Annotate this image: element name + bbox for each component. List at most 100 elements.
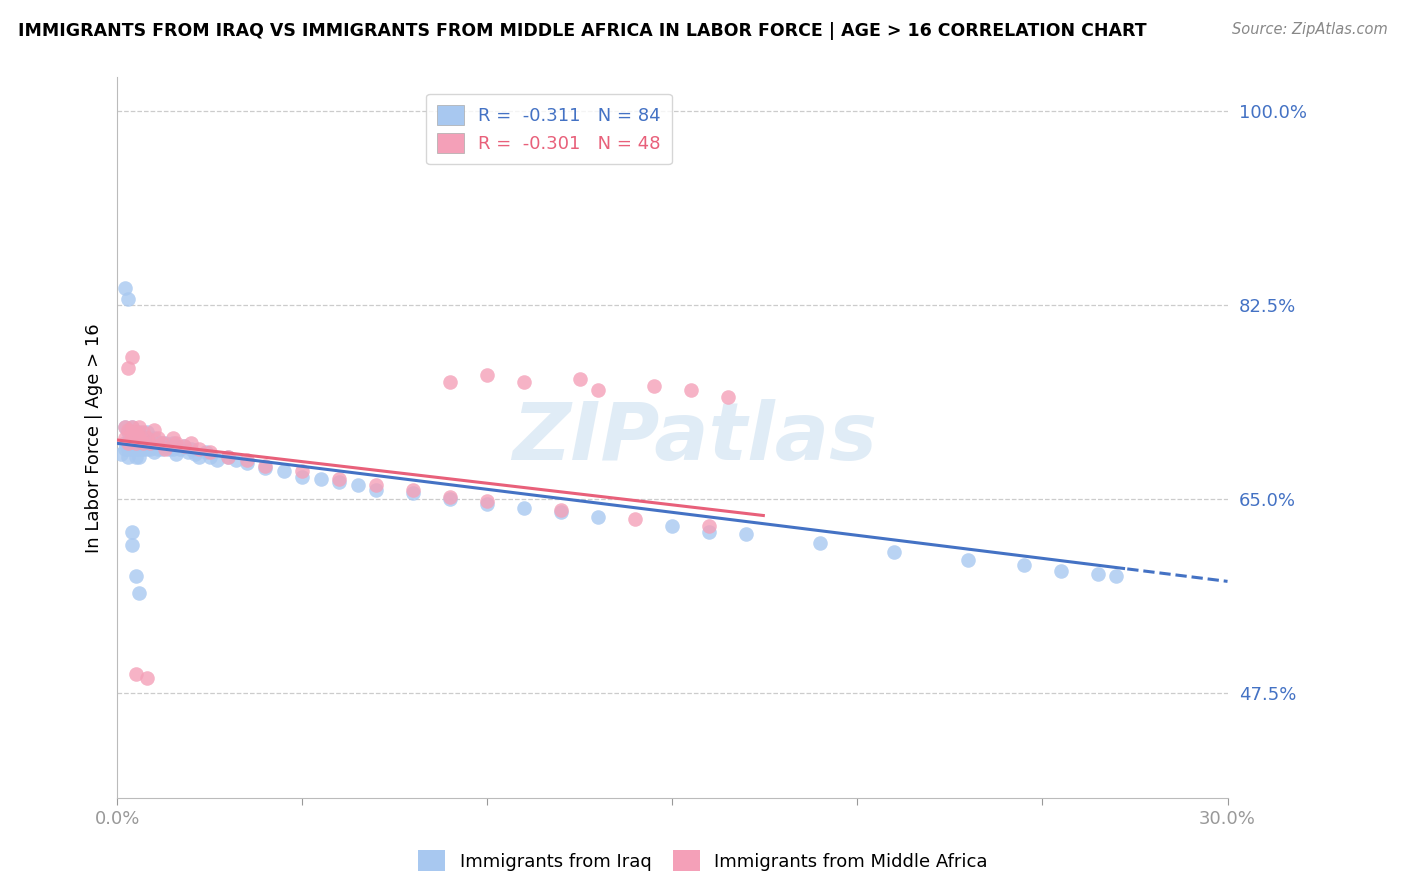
Point xyxy=(143,438,166,452)
Point xyxy=(198,445,221,459)
Point xyxy=(121,442,143,456)
Point xyxy=(568,372,591,386)
Point xyxy=(132,442,155,456)
Point xyxy=(217,450,239,464)
Point xyxy=(135,431,157,445)
Point xyxy=(588,509,610,524)
Point xyxy=(309,472,332,486)
Point xyxy=(810,536,832,550)
Point xyxy=(439,490,461,504)
Point xyxy=(117,425,139,440)
Point xyxy=(114,431,136,445)
Point xyxy=(117,450,139,464)
Point xyxy=(117,292,139,306)
Point xyxy=(146,436,169,450)
Point xyxy=(679,383,702,397)
Text: ZIPatlas: ZIPatlas xyxy=(512,399,877,477)
Point xyxy=(128,431,150,445)
Point xyxy=(477,494,499,508)
Legend: R =  -0.311   N = 84, R =  -0.301   N = 48: R = -0.311 N = 84, R = -0.301 N = 48 xyxy=(426,94,672,164)
Point xyxy=(139,442,162,456)
Point xyxy=(165,438,187,452)
Point xyxy=(439,491,461,506)
Point xyxy=(1105,569,1128,583)
Point xyxy=(187,450,209,464)
Point xyxy=(132,436,155,450)
Point xyxy=(477,497,499,511)
Point xyxy=(125,425,148,440)
Point xyxy=(128,436,150,450)
Point xyxy=(291,464,314,478)
Point xyxy=(184,447,207,461)
Point xyxy=(195,445,218,459)
Point xyxy=(402,486,425,500)
Point xyxy=(128,450,150,464)
Point xyxy=(155,436,177,450)
Point xyxy=(117,360,139,375)
Point xyxy=(366,478,388,492)
Point xyxy=(110,447,132,461)
Point xyxy=(550,505,572,519)
Point xyxy=(121,524,143,539)
Point xyxy=(643,378,665,392)
Point xyxy=(114,419,136,434)
Point xyxy=(402,483,425,497)
Y-axis label: In Labor Force | Age > 16: In Labor Force | Age > 16 xyxy=(86,323,103,553)
Point xyxy=(125,450,148,464)
Point xyxy=(477,368,499,382)
Point xyxy=(150,436,173,450)
Text: IMMIGRANTS FROM IRAQ VS IMMIGRANTS FROM MIDDLE AFRICA IN LABOR FORCE | AGE > 16 : IMMIGRANTS FROM IRAQ VS IMMIGRANTS FROM … xyxy=(18,22,1147,40)
Point xyxy=(273,464,295,478)
Point xyxy=(439,376,461,390)
Point xyxy=(125,569,148,583)
Point xyxy=(699,519,721,533)
Point xyxy=(132,436,155,450)
Point xyxy=(146,442,169,456)
Point xyxy=(176,445,198,459)
Point xyxy=(957,553,980,567)
Point xyxy=(121,431,143,445)
Point xyxy=(121,350,143,364)
Point xyxy=(135,672,157,686)
Point xyxy=(291,469,314,483)
Point xyxy=(125,425,148,440)
Point xyxy=(125,436,148,450)
Point xyxy=(180,442,202,456)
Point xyxy=(128,442,150,456)
Point xyxy=(165,447,187,461)
Point xyxy=(717,390,740,404)
Point xyxy=(162,442,184,456)
Point xyxy=(225,453,247,467)
Point xyxy=(146,431,169,445)
Point xyxy=(135,425,157,440)
Point xyxy=(132,431,155,445)
Point xyxy=(162,431,184,445)
Point xyxy=(117,442,139,456)
Point xyxy=(155,438,177,452)
Point xyxy=(328,472,350,486)
Point xyxy=(169,442,191,456)
Point xyxy=(143,445,166,459)
Point xyxy=(661,519,683,533)
Point xyxy=(125,431,148,445)
Point xyxy=(180,436,202,450)
Point xyxy=(125,436,148,450)
Point xyxy=(588,383,610,397)
Point xyxy=(117,436,139,450)
Point xyxy=(143,431,166,445)
Point xyxy=(121,419,143,434)
Point xyxy=(624,512,647,526)
Point xyxy=(235,453,257,467)
Point xyxy=(157,442,180,456)
Point xyxy=(328,475,350,490)
Point xyxy=(198,450,221,464)
Point xyxy=(139,436,162,450)
Point xyxy=(121,538,143,552)
Point xyxy=(735,527,758,541)
Point xyxy=(883,545,905,559)
Point xyxy=(162,436,184,450)
Point xyxy=(121,431,143,445)
Legend: Immigrants from Iraq, Immigrants from Middle Africa: Immigrants from Iraq, Immigrants from Mi… xyxy=(411,843,995,879)
Point xyxy=(132,425,155,440)
Point xyxy=(128,425,150,440)
